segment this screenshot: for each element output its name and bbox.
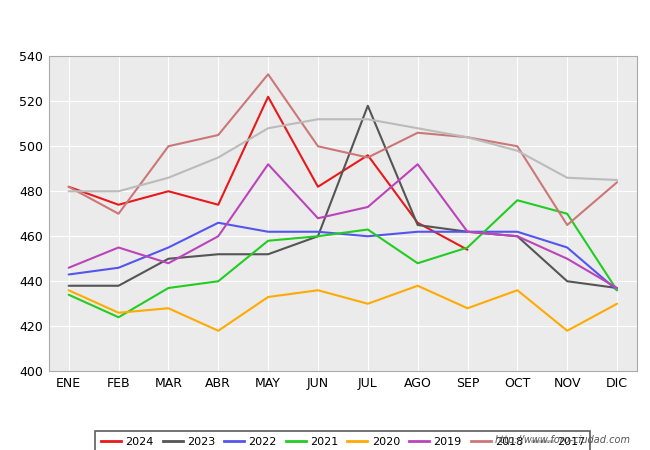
Legend: 2024, 2023, 2022, 2021, 2020, 2019, 2018, 2017: 2024, 2023, 2022, 2021, 2020, 2019, 2018…: [96, 431, 590, 450]
Text: http://www.foro-ciudad.com: http://www.foro-ciudad.com: [495, 435, 630, 445]
Text: Afiliados en Montánchez a 30/9/2024: Afiliados en Montánchez a 30/9/2024: [171, 12, 479, 31]
